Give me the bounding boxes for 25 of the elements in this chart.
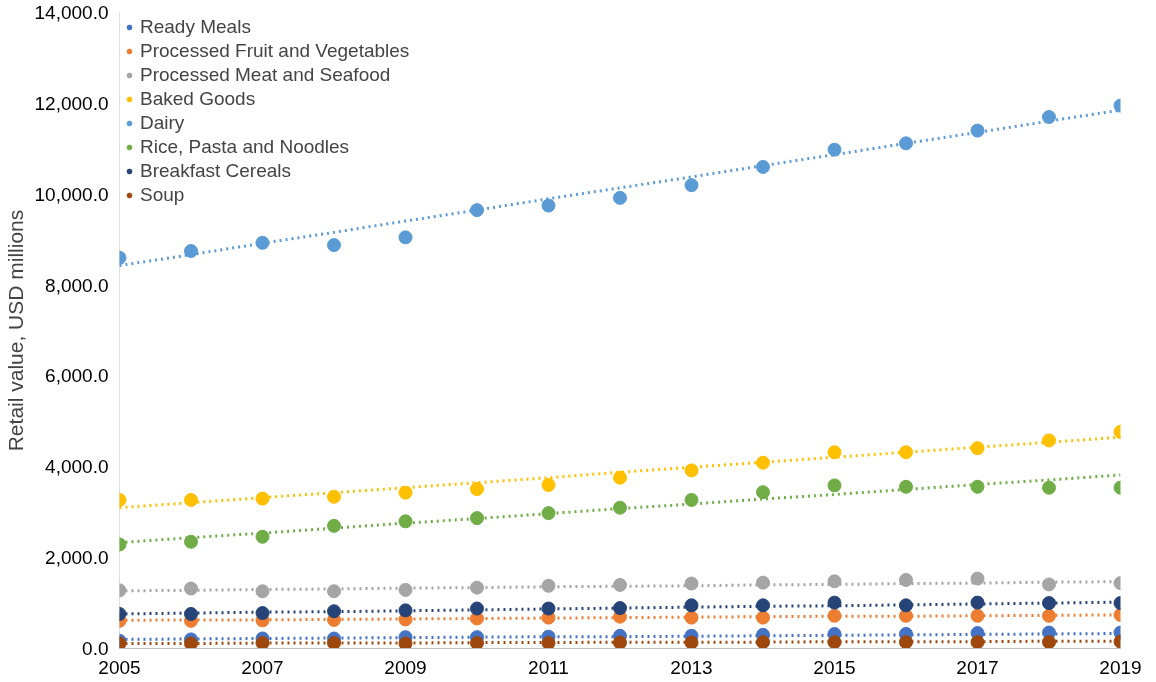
x-tick-label: 2005 [98,656,141,678]
legend-label: Breakfast Cereals [140,160,292,182]
y-tick-label: 8,000.0 [45,274,109,296]
x-tick-label: 2007 [241,656,284,678]
legend-label: Soup [140,184,185,206]
x-tick-label: 2011 [528,656,569,678]
y-tick-label: 6,000.0 [45,365,109,387]
legend-label: Baked Goods [140,88,256,110]
y-tick-label: 2,000.0 [45,547,109,569]
legend-label: Rice, Pasta and Noodles [140,136,350,158]
x-tick-label: 2017 [956,656,999,678]
x-tick-label: 2009 [384,656,427,678]
y-tick-label: 14,000.0 [34,2,109,23]
y-axis-title: Retail value, USD millions [3,209,27,452]
x-tick-label: 2019 [1099,656,1142,678]
y-tick-label: 10,000.0 [34,183,109,205]
legend-label: Processed Meat and Seafood [140,64,391,86]
y-tick-label: 0.0 [82,638,109,659]
legend-label: Processed Fruit and Vegetables [140,40,410,62]
y-tick-label: 4,000.0 [45,456,109,478]
legend-label: Ready Meals [140,16,251,38]
x-tick-label: 2013 [670,656,713,678]
x-tick-label: 2015 [813,656,856,678]
y-tick-label: 12,000.0 [34,92,109,114]
legend-label: Dairy [140,112,185,134]
